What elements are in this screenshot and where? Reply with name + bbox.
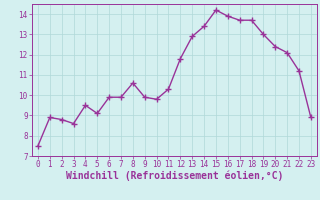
X-axis label: Windchill (Refroidissement éolien,°C): Windchill (Refroidissement éolien,°C) xyxy=(66,171,283,181)
